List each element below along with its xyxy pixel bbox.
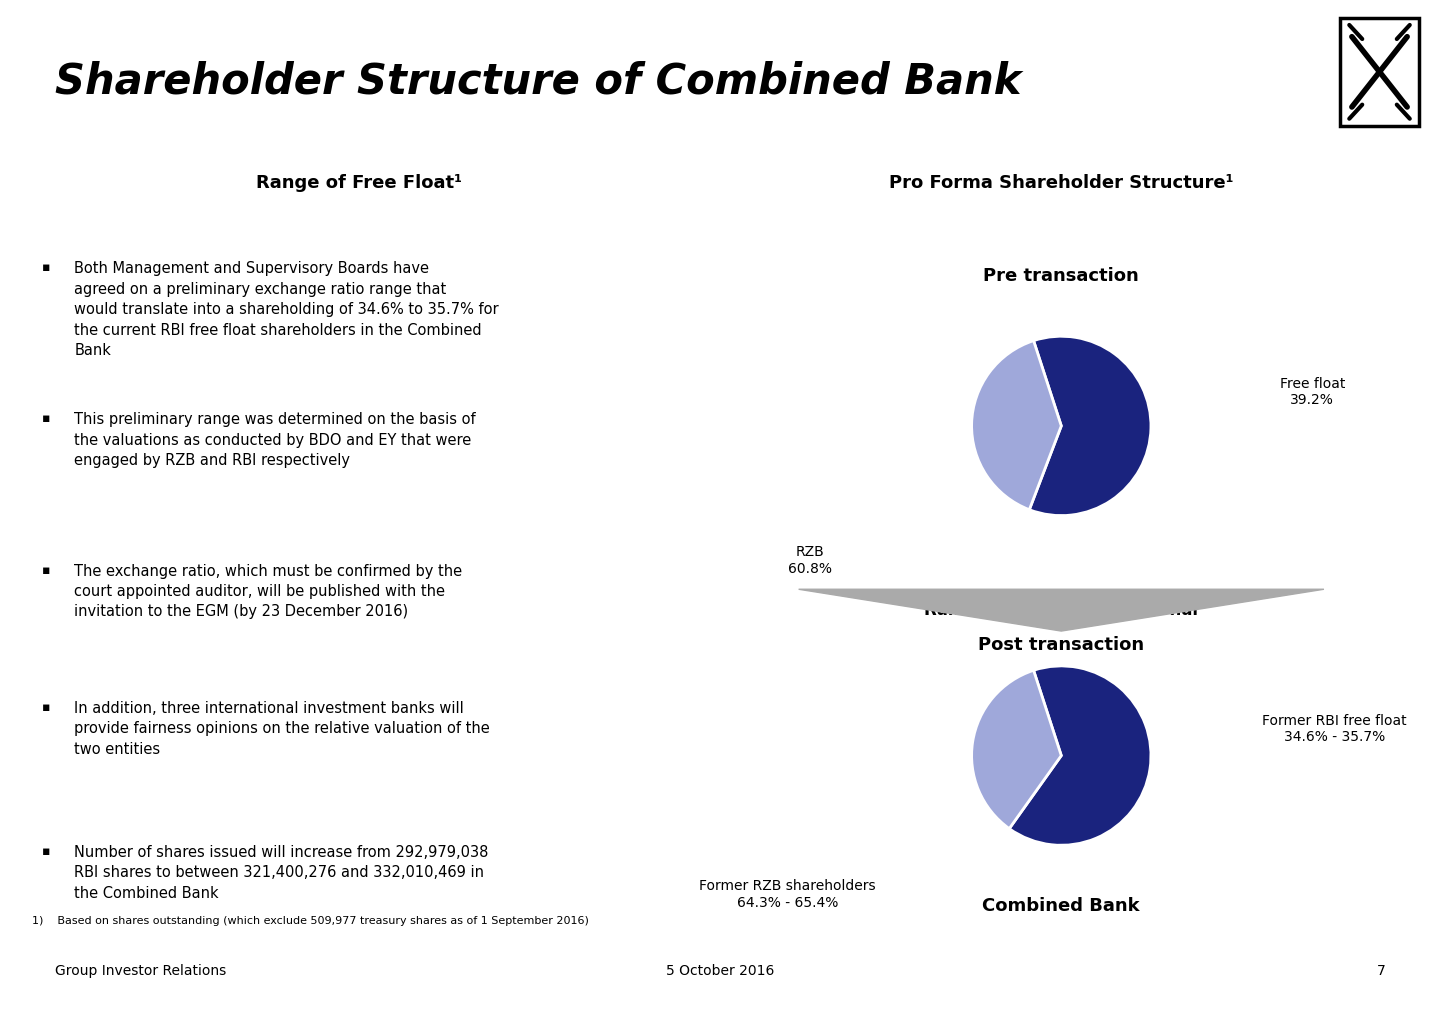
Text: Shareholder Structure of Combined Bank: Shareholder Structure of Combined Bank — [55, 60, 1021, 103]
Text: Number of shares issued will increase from 292,979,038
RBI shares to between 321: Number of shares issued will increase fr… — [75, 845, 488, 901]
Wedge shape — [972, 671, 1061, 828]
Wedge shape — [972, 340, 1061, 510]
Text: In addition, three international investment banks will
provide fairness opinions: In addition, three international investm… — [75, 701, 490, 757]
Text: ▪: ▪ — [42, 845, 50, 858]
Text: The exchange ratio, which must be confirmed by the
court appointed auditor, will: The exchange ratio, which must be confir… — [75, 564, 462, 620]
Text: 1)    Based on shares outstanding (which exclude 509,977 treasury shares as of 1: 1) Based on shares outstanding (which ex… — [32, 916, 589, 926]
Text: ▪: ▪ — [42, 564, 50, 577]
Text: Pre transaction: Pre transaction — [984, 267, 1139, 284]
Wedge shape — [1030, 336, 1151, 516]
Text: Both Management and Supervisory Boards have
agreed on a preliminary exchange rat: Both Management and Supervisory Boards h… — [75, 261, 498, 358]
Text: Former RBI free float
34.6% - 35.7%: Former RBI free float 34.6% - 35.7% — [1263, 713, 1407, 744]
Text: ▪: ▪ — [42, 413, 50, 425]
Text: Combined Bank: Combined Bank — [982, 898, 1140, 915]
Text: 7: 7 — [1377, 964, 1385, 978]
Text: Free float
39.2%: Free float 39.2% — [1280, 377, 1345, 408]
FancyBboxPatch shape — [1339, 18, 1420, 125]
Text: This preliminary range was determined on the basis of
the valuations as conducte: This preliminary range was determined on… — [75, 413, 475, 468]
Wedge shape — [1009, 666, 1151, 845]
Text: Post transaction: Post transaction — [978, 636, 1145, 654]
Text: 5 October 2016: 5 October 2016 — [665, 964, 775, 978]
Text: Raiffeisen Bank International: Raiffeisen Bank International — [924, 601, 1198, 620]
Text: RZB
60.8%: RZB 60.8% — [788, 545, 832, 576]
Text: ▪: ▪ — [42, 701, 50, 714]
Polygon shape — [799, 589, 1323, 631]
Text: Range of Free Float¹: Range of Free Float¹ — [256, 174, 462, 193]
Text: Group Investor Relations: Group Investor Relations — [55, 964, 226, 978]
Text: Pro Forma Shareholder Structure¹: Pro Forma Shareholder Structure¹ — [888, 174, 1234, 193]
Text: ▪: ▪ — [42, 261, 50, 274]
Text: Former RZB shareholders
64.3% - 65.4%: Former RZB shareholders 64.3% - 65.4% — [700, 879, 876, 910]
